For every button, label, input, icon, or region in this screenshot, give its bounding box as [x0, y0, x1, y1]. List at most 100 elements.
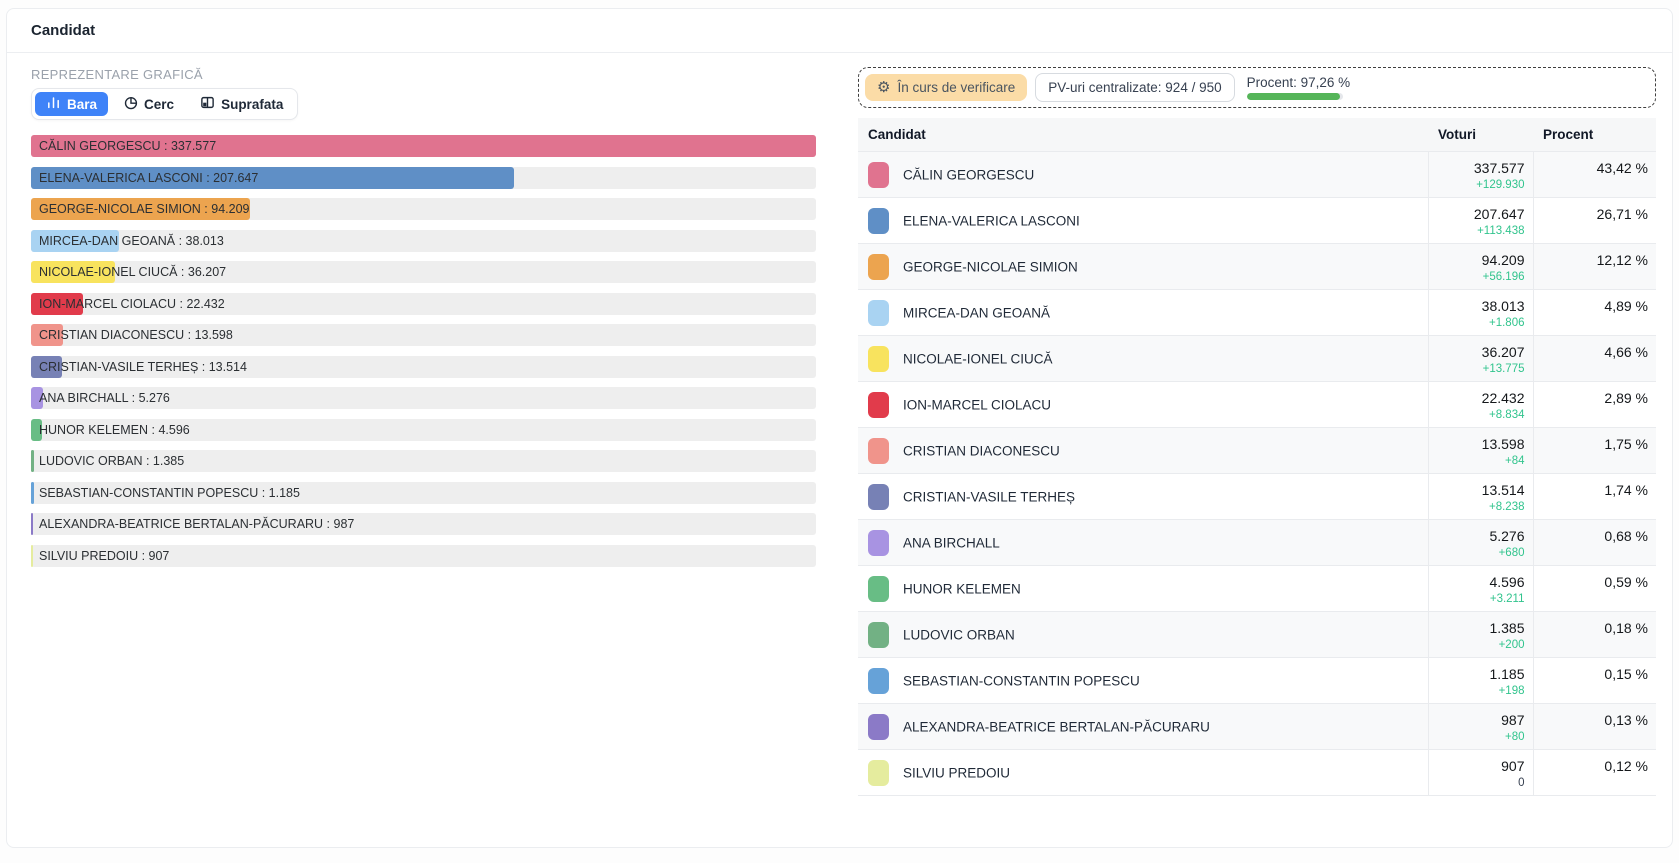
- percent-value: 12,12 %: [1596, 252, 1648, 268]
- procent-progress: Procent: 97,26 %: [1243, 75, 1350, 100]
- candidate-color-swatch: [868, 207, 889, 234]
- pv-centralized-pill: PV-uri centralizate: 924 / 950: [1035, 73, 1235, 102]
- chart-panel: REPREZENTARE GRAFICĂ Bara Cerc: [31, 67, 816, 796]
- bar-row: CRISTIAN-VASILE TERHEȘ : 13.514: [31, 355, 816, 378]
- votes-delta: +8.834: [1489, 409, 1525, 421]
- bar-fill: [31, 450, 35, 472]
- bar-row: MIRCEA-DAN GEOANĂ : 38.013: [31, 229, 816, 252]
- tab-suprafata[interactable]: Suprafata: [189, 92, 294, 116]
- votes-value: 1.385: [1489, 620, 1525, 636]
- bar-fill: [31, 418, 42, 441]
- bar-label: ANA BIRCHALL : 5.276: [39, 391, 170, 405]
- percent-value: 1,74 %: [1604, 482, 1648, 498]
- bar-fill: [31, 481, 34, 504]
- candidate-name: ELENA-VALERICA LASCONI: [903, 213, 1080, 228]
- percent-value: 0,15 %: [1604, 666, 1648, 682]
- votes-cell: 5.276 +680: [1427, 519, 1533, 566]
- votes-value: 13.514: [1481, 482, 1525, 498]
- table-row: MIRCEA-DAN GEOANĂ 38.013 +1.806 4,89 %: [858, 289, 1656, 336]
- table-row: LUDOVIC ORBAN 1.385 +200 0,18 %: [858, 611, 1656, 658]
- percent-cell: 0,12 %: [1532, 749, 1656, 796]
- votes-value: 207.647: [1473, 206, 1525, 222]
- status-badge-label: În curs de verificare: [897, 80, 1016, 95]
- candidate-cell: GEORGE-NICOLAE SIMION: [858, 243, 1428, 290]
- candidate-color-swatch: [868, 667, 889, 694]
- bar-label: CRISTIAN-VASILE TERHEȘ : 13.514: [39, 359, 247, 374]
- candidate-cell: CRISTIAN-VASILE TERHEȘ: [858, 473, 1428, 520]
- candidate-color-swatch: [868, 713, 889, 740]
- votes-cell: 337.577 +129.930: [1427, 151, 1533, 198]
- votes-delta: +56.196: [1482, 271, 1525, 283]
- bar-fill: [31, 198, 251, 220]
- bar-row: SEBASTIAN-CONSTANTIN POPESCU : 1.185: [31, 481, 816, 504]
- candidate-cell: MIRCEA-DAN GEOANĂ: [858, 289, 1428, 336]
- percent-value: 0,18 %: [1604, 620, 1648, 636]
- candidate-color-swatch: [868, 299, 889, 326]
- table-row: SEBASTIAN-CONSTANTIN POPESCU 1.185 +198 0,1…: [858, 657, 1656, 704]
- votes-value: 38.013: [1481, 298, 1525, 314]
- candidate-color-swatch: [868, 437, 889, 464]
- percent-value: 26,71 %: [1596, 206, 1648, 222]
- bar-label: ELENA-VALERICA LASCONI : 207.647: [39, 170, 259, 185]
- table-row: ELENA-VALERICA LASCONI 207.647 +113.438 26,…: [858, 197, 1656, 244]
- table-row: CRISTIAN DIACONESCU 13.598 +84 1,75 %: [858, 427, 1656, 474]
- votes-value: 94.209: [1481, 252, 1525, 268]
- bar-fill: [31, 135, 816, 157]
- candidate-color-swatch: [868, 529, 889, 556]
- bar-row: CRISTIAN DIACONESCU : 13.598: [31, 324, 816, 346]
- status-box: ⚙ În curs de verificare PV-uri centraliz…: [858, 67, 1656, 108]
- tab-bara[interactable]: Bara: [35, 92, 109, 116]
- votes-delta: +680: [1498, 547, 1525, 559]
- candidate-color-swatch: [868, 575, 889, 602]
- votes-cell: 207.647 +113.438: [1427, 197, 1533, 244]
- candidate-color-swatch: [868, 253, 889, 280]
- page-title: Candidat: [31, 22, 96, 39]
- bar-fill: [31, 544, 34, 567]
- percent-value: 43,42 %: [1596, 160, 1648, 176]
- bar-fill: [31, 166, 514, 189]
- votes-value: 22.432: [1481, 390, 1525, 406]
- bar-label: NICOLAE-IONEL CIUCĂ : 36.207: [39, 265, 227, 279]
- bar-row: CĂLIN GEORGESCU : 337.577: [31, 135, 816, 157]
- candidate-card: Candidat REPREZENTARE GRAFICĂ Bara Cerc: [6, 8, 1673, 848]
- bar-row: ANA BIRCHALL : 5.276: [31, 387, 816, 409]
- votes-cell: 907 0: [1427, 749, 1533, 796]
- percent-value: 0,59 %: [1604, 574, 1648, 590]
- percent-value: 1,75 %: [1604, 436, 1648, 452]
- bar-label: ION-MARCEL CIOLACU : 22.432: [39, 296, 225, 311]
- bar-row: GEORGE-NICOLAE SIMION : 94.209: [31, 198, 816, 220]
- tab-cerc[interactable]: Cerc: [112, 92, 185, 116]
- percent-value: 2,89 %: [1604, 390, 1648, 406]
- candidate-cell: CĂLIN GEORGESCU: [858, 151, 1428, 198]
- votes-cell: 13.514 +8.238: [1427, 473, 1533, 520]
- table-row: SILVIU PREDOIU 907 0 0,12 %: [858, 749, 1656, 796]
- votes-delta: +80: [1504, 731, 1525, 743]
- area-grid-icon: [200, 95, 215, 113]
- candidate-name: SEBASTIAN-CONSTANTIN POPESCU: [903, 673, 1140, 688]
- bar-label: SILVIU PREDOIU : 907: [39, 548, 170, 563]
- percent-cell: 0,15 %: [1532, 657, 1656, 704]
- percent-cell: 2,89 %: [1532, 381, 1656, 428]
- bar-row: SILVIU PREDOIU : 907: [31, 544, 816, 567]
- bar-row: ION-MARCEL CIOLACU : 22.432: [31, 292, 816, 315]
- results-table: Candidat Voturi Procent CĂLIN GEORGESCU 3…: [858, 118, 1656, 796]
- percent-cell: 43,42 %: [1532, 151, 1656, 198]
- candidate-name: NICOLAE-IONEL CIUCĂ: [903, 351, 1053, 366]
- candidate-cell: NICOLAE-IONEL CIUCĂ: [858, 335, 1428, 382]
- candidate-name: HUNOR KELEMEN: [903, 581, 1021, 596]
- candidate-name: MIRCEA-DAN GEOANĂ: [903, 305, 1051, 320]
- bar-row: ALEXANDRA-BEATRICE BERTALAN-PĂCURARU : 9…: [31, 513, 816, 535]
- votes-cell: 987 +80: [1427, 703, 1533, 750]
- votes-value: 13.598: [1481, 436, 1525, 452]
- votes-value: 1.185: [1489, 666, 1525, 682]
- table-row: ION-MARCEL CIOLACU 22.432 +8.834 2,89 %: [858, 381, 1656, 428]
- results-panel: ⚙ În curs de verificare PV-uri centraliz…: [858, 67, 1656, 796]
- candidate-color-swatch: [868, 345, 889, 372]
- votes-cell: 13.598 +84: [1427, 427, 1533, 474]
- votes-value: 907: [1501, 758, 1525, 774]
- votes-value: 4.596: [1489, 574, 1525, 590]
- bar-label: CRISTIAN DIACONESCU : 13.598: [39, 328, 233, 342]
- percent-cell: 4,89 %: [1532, 289, 1656, 336]
- bar-label: HUNOR KELEMEN : 4.596: [39, 422, 190, 437]
- percent-cell: 4,66 %: [1532, 335, 1656, 382]
